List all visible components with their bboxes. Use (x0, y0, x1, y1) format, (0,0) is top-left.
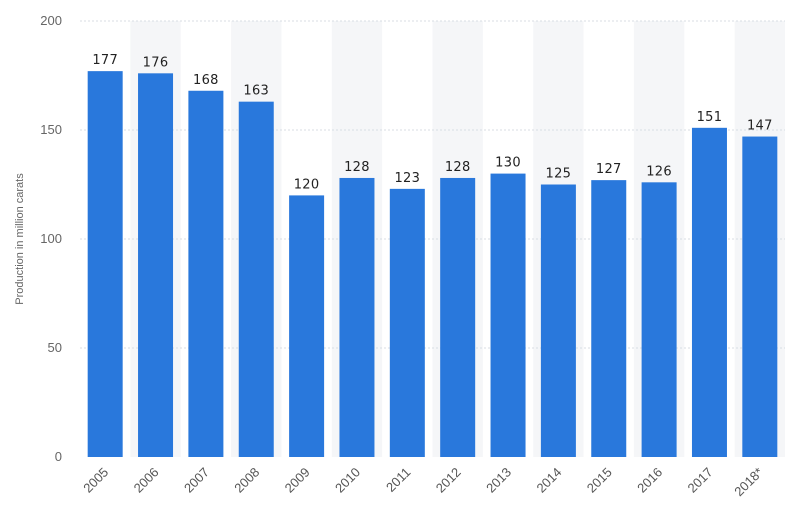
data-label: 168 (193, 73, 219, 88)
bar[interactable] (691, 127, 727, 457)
x-tick-label: 2013 (483, 465, 514, 496)
x-tick-label: 2012 (433, 465, 464, 496)
x-tick-label: 2018* (731, 465, 766, 500)
x-tick-label: 2009 (282, 465, 313, 496)
y-tick-label: 100 (40, 231, 62, 246)
y-tick-label: 150 (40, 122, 62, 137)
data-label: 147 (747, 119, 773, 134)
bar[interactable] (389, 188, 425, 458)
data-label: 125 (546, 167, 572, 182)
x-tick-label: 2007 (181, 465, 212, 496)
x-tick-label: 2008 (231, 465, 262, 496)
bar[interactable] (440, 177, 476, 457)
x-tick-label: 2016 (634, 465, 665, 496)
data-label: 163 (243, 84, 269, 99)
bar[interactable] (87, 71, 123, 457)
x-tick-label: 2010 (332, 465, 363, 496)
data-labels: 177 176 168 163 120 128 123 128 130 125 127 126 151 1… (92, 53, 772, 192)
bar[interactable] (138, 73, 174, 457)
data-label: 130 (495, 156, 521, 171)
data-label: 177 (92, 53, 118, 68)
data-label: 128 (344, 160, 370, 175)
bar[interactable] (238, 101, 274, 457)
bars (87, 71, 778, 458)
x-tick-label: 2005 (80, 465, 111, 496)
bar[interactable] (339, 177, 375, 457)
bar[interactable] (490, 173, 526, 457)
x-tick-label: 2015 (584, 465, 615, 496)
x-tick-label: 2017 (685, 465, 716, 496)
bar[interactable] (289, 195, 325, 457)
y-tick-label: 50 (48, 340, 62, 355)
y-axis-label: Production in million carats (14, 173, 26, 305)
bar[interactable] (540, 184, 576, 458)
x-axis-ticks: 2005 2006 2007 2008 2009 2010 2011 2012 2013 2014… (80, 465, 766, 500)
data-label: 127 (596, 162, 622, 177)
x-tick-label: 2006 (131, 465, 162, 496)
x-tick-label: 2014 (533, 465, 564, 496)
x-tick-label: 2011 (383, 465, 413, 495)
data-label: 176 (143, 55, 169, 70)
data-label: 128 (445, 160, 471, 175)
y-tick-label: 0 (55, 449, 62, 464)
data-label: 126 (646, 164, 672, 179)
y-axis-ticks: 0 50 100 150 200 (40, 13, 62, 464)
data-label: 120 (294, 177, 320, 192)
data-label: 123 (394, 171, 420, 186)
bar[interactable] (188, 90, 224, 457)
data-label: 151 (697, 110, 723, 125)
bar[interactable] (742, 136, 778, 458)
bar[interactable] (641, 182, 677, 457)
bar[interactable] (591, 180, 627, 457)
y-tick-label: 200 (40, 13, 62, 28)
